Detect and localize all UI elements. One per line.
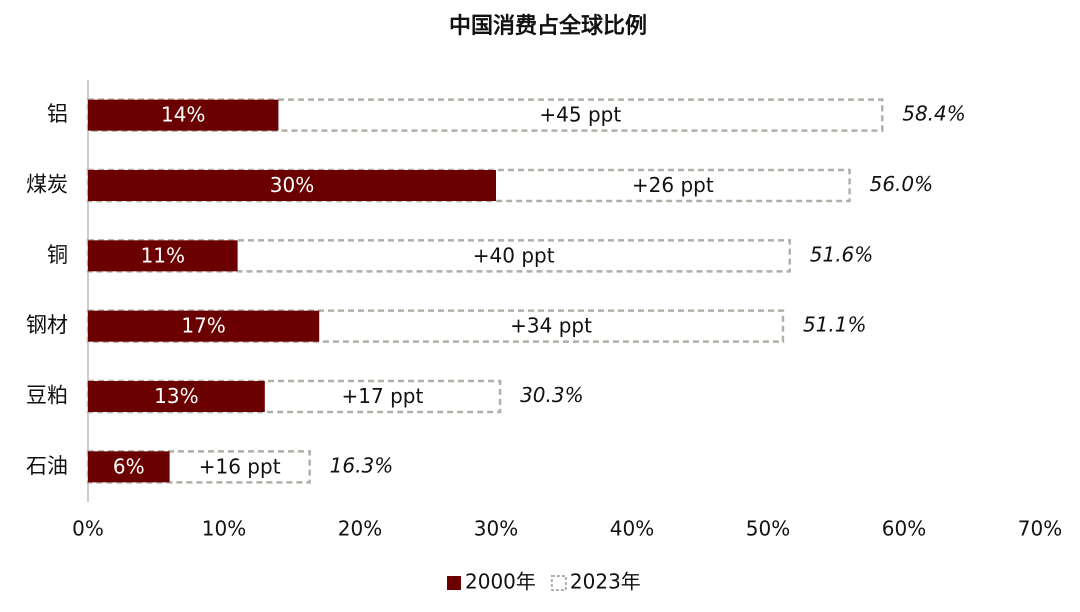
- data-label: 51.1%: [803, 313, 867, 337]
- y-tick-label: 铜: [47, 243, 68, 267]
- legend-swatch: [550, 575, 567, 591]
- bar: [88, 170, 496, 201]
- data-label: 30.3%: [520, 383, 584, 407]
- bar: [88, 240, 238, 272]
- x-tick-label: 60%: [882, 517, 926, 541]
- data-label: 14%: [161, 103, 205, 127]
- annotation: +45 ppt: [539, 103, 621, 127]
- data-label: 30%: [270, 173, 314, 197]
- x-tick-label: 20%: [338, 517, 382, 541]
- x-tick-label: 10%: [202, 517, 246, 541]
- y-tick-label: 煤炭: [26, 173, 68, 197]
- annotation: +16 ppt: [199, 454, 281, 478]
- data-label: 51.6%: [810, 242, 874, 266]
- data-label: 16.3%: [330, 453, 394, 477]
- data-label: 58.4%: [902, 102, 966, 126]
- bar: [88, 381, 265, 412]
- data-label: 13%: [154, 384, 198, 408]
- legend-swatch: [447, 576, 461, 590]
- y-tick-label: 豆粕: [26, 384, 68, 408]
- bar: [88, 99, 279, 131]
- data-label: 17%: [181, 314, 225, 338]
- data-label: 11%: [141, 243, 185, 267]
- y-tick-label: 铝: [47, 102, 68, 126]
- data-label: 6%: [113, 454, 145, 478]
- x-tick-label: 30%: [474, 517, 518, 541]
- x-tick-label: 50%: [746, 517, 790, 541]
- legend-label: 2023年: [570, 570, 641, 594]
- annotation: +34 ppt: [510, 314, 592, 338]
- annotation: +17 ppt: [342, 384, 424, 408]
- y-tick-label: 石油: [26, 454, 68, 478]
- x-tick-label: 40%: [610, 517, 654, 541]
- annotation: +40 ppt: [473, 243, 555, 267]
- annotation: +26 ppt: [632, 173, 714, 197]
- x-tick-label: 70%: [1018, 517, 1062, 541]
- data-label: 56.0%: [870, 172, 934, 196]
- y-tick-label: 钢材: [26, 313, 68, 337]
- bar: [88, 451, 170, 483]
- chart-title: 中国消费占全球比例: [449, 13, 647, 39]
- legend-label: 2000年: [465, 570, 536, 594]
- bar: [88, 310, 320, 342]
- x-tick-label: 0%: [72, 517, 104, 541]
